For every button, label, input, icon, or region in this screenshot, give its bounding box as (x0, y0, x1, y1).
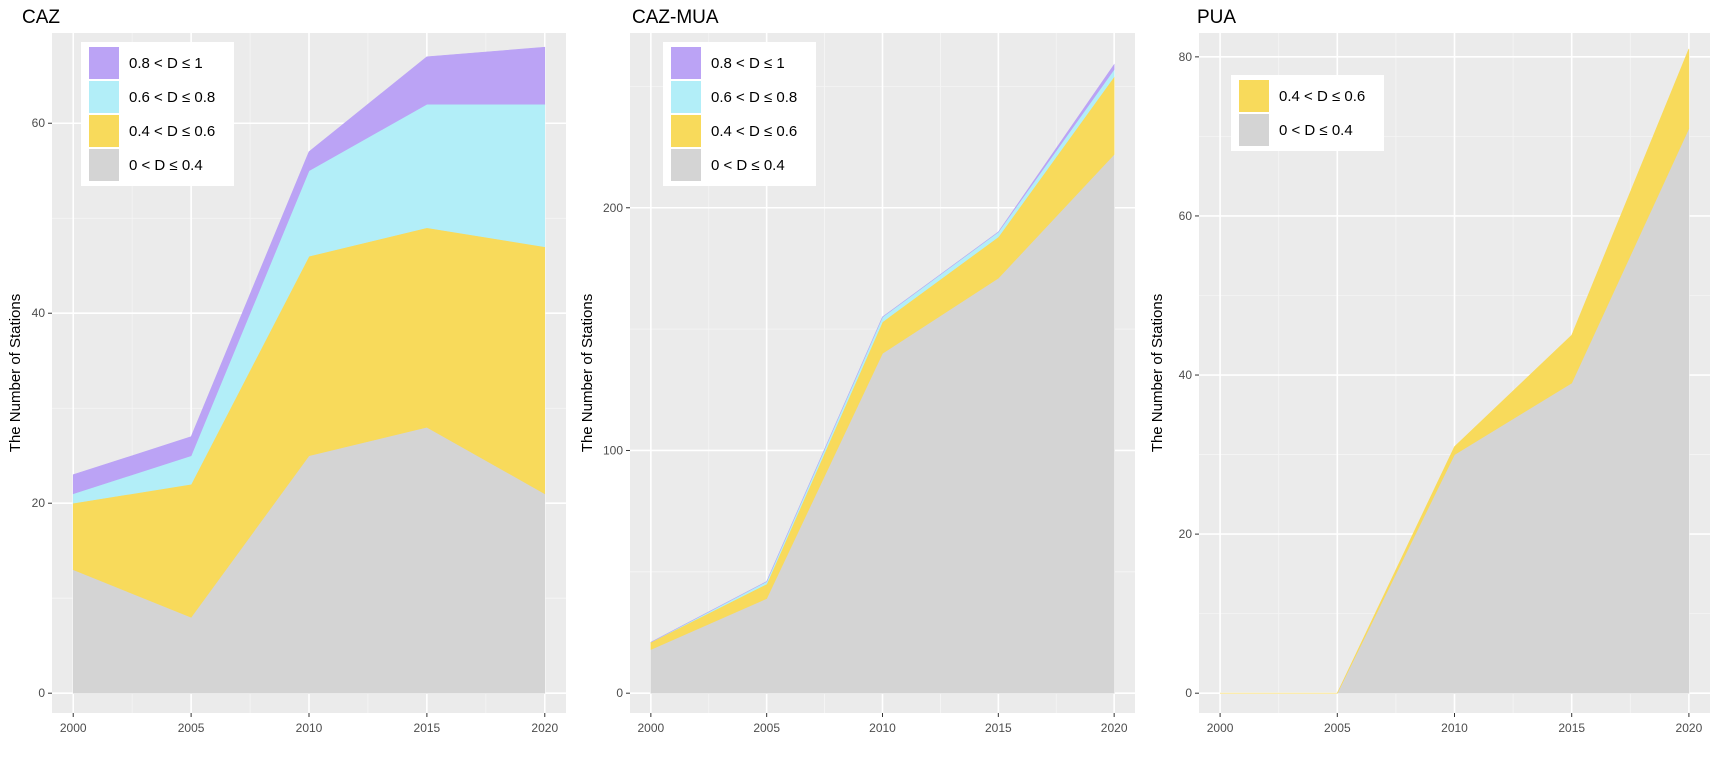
panel-title: PUA (1197, 7, 1236, 28)
legend-label: 0.6 < D ≤ 0.8 (129, 89, 215, 106)
x-tick-label: 2010 (1441, 721, 1468, 735)
legend-label: 0.4 < D ≤ 0.6 (129, 123, 215, 140)
x-tick-label: 2015 (414, 721, 441, 735)
y-tick-label: 40 (1179, 368, 1193, 382)
y-tick-label: 60 (32, 116, 46, 130)
area-series-1 (1220, 48, 1690, 694)
x-tick-label: 2010 (869, 721, 896, 735)
legend-label: 0.8 < D ≤ 1 (129, 55, 203, 72)
y-tick-label: 60 (1179, 209, 1193, 223)
legend: 0.4 < D ≤ 0.6 0 < D ≤ 0.4 (1231, 75, 1384, 151)
legend-label: 0.4 < D ≤ 0.6 (711, 123, 797, 140)
panel-title: CAZ-MUA (632, 7, 719, 28)
y-tick-label: 0 (616, 686, 623, 700)
y-tick-label: 100 (603, 443, 623, 457)
legend: 0.8 < D ≤ 1 0.6 < D ≤ 0.8 0.4 < D ≤ 0.6 0 <… (663, 42, 816, 186)
x-tick-label: 2020 (1676, 721, 1703, 735)
x-tick-label: 2010 (296, 721, 323, 735)
x-tick-label: 2000 (637, 721, 664, 735)
legend-key (671, 115, 701, 147)
panel-0: 0 20 40 60 2000 2005 2010 2015 2020 CAZ The Number… (7, 7, 566, 735)
x-tick-label: 2015 (985, 721, 1012, 735)
legend-key (1239, 114, 1269, 146)
x-tick-label: 2000 (1207, 721, 1234, 735)
legend-label: 0.8 < D ≤ 1 (711, 55, 785, 72)
y-tick-label: 0 (1185, 686, 1192, 700)
y-axis-label: The Number of Stations (7, 294, 24, 452)
x-tick-label: 2020 (531, 721, 558, 735)
legend-key (89, 115, 119, 147)
area-series-3 (650, 63, 1115, 643)
legend-key (89, 47, 119, 79)
y-tick-label: 20 (1179, 527, 1193, 541)
legend-label: 0 < D ≤ 0.4 (711, 157, 785, 174)
x-tick-label: 2000 (60, 721, 87, 735)
panel-2: 0 20 40 60 80 2000 2005 2010 2015 2020 PUA The Numb… (1149, 7, 1710, 735)
legend-label: 0 < D ≤ 0.4 (1279, 122, 1353, 139)
legend-key (89, 149, 119, 181)
y-tick-label: 0 (38, 686, 45, 700)
legend-key (89, 81, 119, 113)
legend-label: 0.4 < D ≤ 0.6 (1279, 88, 1365, 105)
legend-key (671, 47, 701, 79)
legend: 0.8 < D ≤ 1 0.6 < D ≤ 0.8 0.4 < D ≤ 0.6 0 <… (81, 42, 234, 186)
y-tick-label: 20 (32, 496, 46, 510)
panel-1: 0 100 200 2000 2005 2010 2015 2020 CAZ-MUA The Nu… (579, 7, 1135, 735)
y-axis-label: The Number of Stations (1149, 294, 1166, 452)
legend-label: 0 < D ≤ 0.4 (129, 157, 203, 174)
y-tick-label: 40 (32, 306, 46, 320)
y-axis-label: The Number of Stations (579, 294, 596, 452)
area-series-3 (72, 46, 546, 495)
x-tick-label: 2020 (1101, 721, 1128, 735)
x-tick-label: 2005 (178, 721, 205, 735)
x-tick-label: 2005 (753, 721, 780, 735)
y-tick-label: 80 (1179, 50, 1193, 64)
x-tick-label: 2005 (1324, 721, 1351, 735)
legend-key (1239, 80, 1269, 112)
panel-title: CAZ (22, 7, 60, 28)
legend-key (671, 149, 701, 181)
legend-key (671, 81, 701, 113)
y-tick-label: 200 (603, 201, 623, 215)
legend-label: 0.6 < D ≤ 0.8 (711, 89, 797, 106)
x-tick-label: 2015 (1558, 721, 1585, 735)
